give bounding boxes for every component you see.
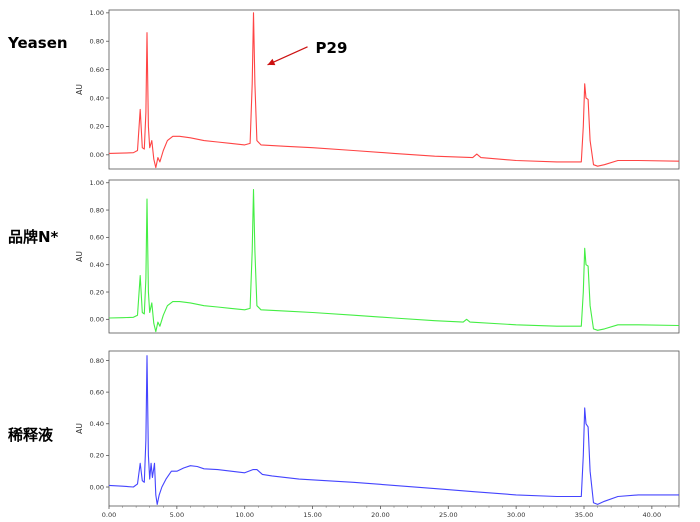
shared-x-axis: 0.00 5.00 10.00 15.00 20.00 25.00 30.00 35.00 40… [102, 506, 680, 519]
y-tick-label: 0.80 [90, 206, 104, 214]
x-tick-label: 35.00 [575, 511, 594, 519]
plot-frame [108, 9, 680, 170]
y-tick-label: 0.40 [90, 420, 104, 428]
y-tick-label: 0.60 [90, 388, 104, 396]
x-tick-label: 5.00 [170, 511, 184, 519]
x-tick-label: 20.00 [371, 511, 390, 519]
x-tick-label: 25.00 [439, 511, 458, 519]
panel-0: 0.00 0.20 0.40 0.60 0.80 1.00 AU Yeasen P29 [7, 9, 680, 170]
y-tick-label: 0.00 [90, 151, 104, 159]
annotation-arrow [267, 46, 308, 66]
x-tick-label: 0.00 [102, 511, 116, 519]
series-line [108, 355, 679, 505]
y-tick-label: 0.40 [90, 261, 104, 269]
sample-label: 品牌N* [8, 228, 59, 246]
annotation-arrowhead [267, 58, 276, 66]
y-axis-title: AU [75, 84, 84, 95]
sample-label: Yeasen [7, 34, 68, 52]
sample-label: 稀释液 [8, 426, 54, 444]
panel-1: 0.00 0.20 0.40 0.60 0.80 1.00 AU 品牌N* [8, 179, 680, 334]
y-tick-label: 0.80 [90, 357, 104, 365]
y-tick-label: 0.60 [90, 234, 104, 242]
y-tick-label: 0.20 [90, 288, 104, 296]
y-tick-label: 0.20 [90, 123, 104, 131]
series-line [108, 189, 680, 333]
y-tick-label: 0.00 [90, 316, 104, 324]
y-axis-title: AU [75, 251, 84, 262]
y-tick-label: 1.00 [90, 179, 104, 187]
x-tick-label: 30.00 [507, 511, 526, 519]
panel-2: 0.00 0.20 0.40 0.60 0.80 AU 稀释液 [8, 350, 680, 507]
y-tick-label: 0.00 [90, 483, 104, 491]
plot-frame [108, 179, 680, 334]
x-tick-label: 10.00 [235, 511, 254, 519]
y-tick-label: 0.80 [90, 38, 104, 46]
plot-frame [108, 350, 680, 507]
y-tick-label: 1.00 [90, 9, 104, 17]
y-tick-label: 0.40 [90, 94, 104, 102]
peak-annotation-label: P29 [316, 39, 348, 57]
series-line [108, 12, 680, 169]
y-tick-label: 0.60 [90, 66, 104, 74]
y-tick-label: 0.20 [90, 452, 104, 460]
y-axis-title: AU [75, 423, 84, 434]
x-tick-label: 40.00 [643, 511, 662, 519]
x-tick-label: 15.00 [303, 511, 322, 519]
